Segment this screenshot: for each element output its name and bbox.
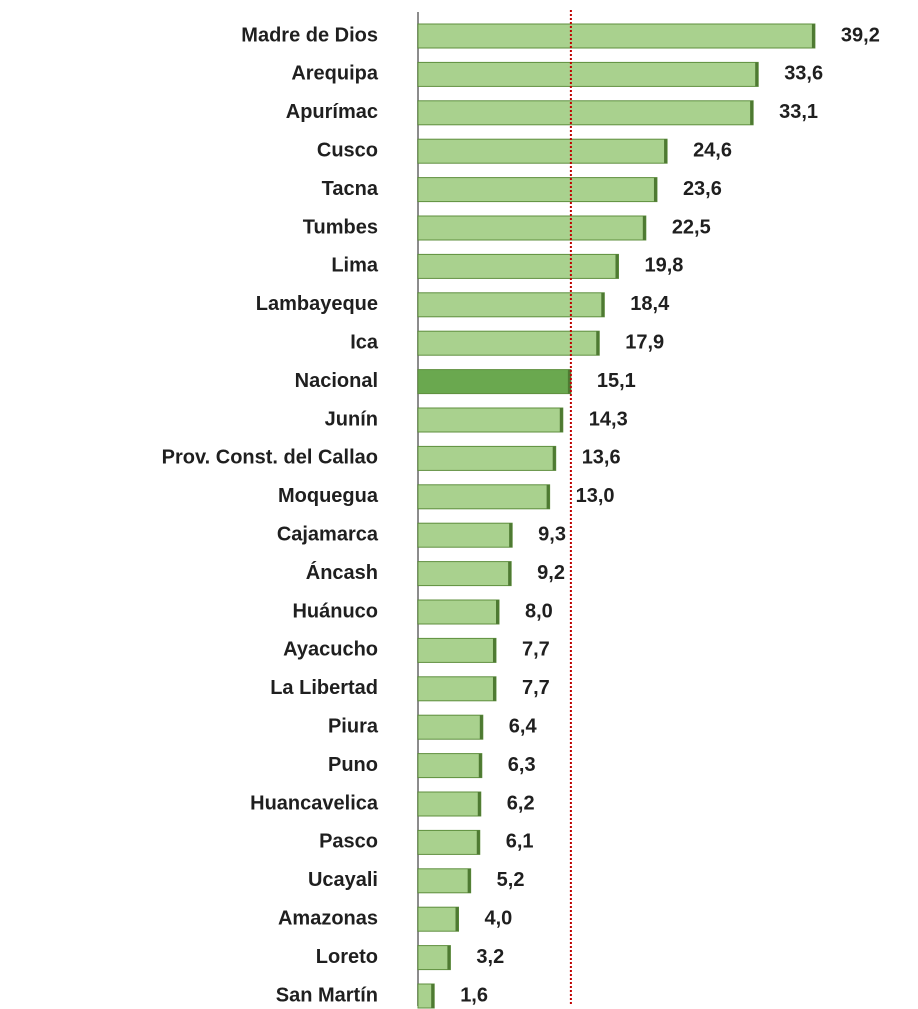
category-label: Piura — [328, 715, 379, 737]
bar — [417, 23, 816, 49]
value-label: 5,2 — [497, 869, 525, 891]
value-label: 17,9 — [625, 331, 664, 353]
bar — [417, 61, 759, 87]
category-label: Áncash — [306, 561, 378, 584]
bar — [417, 599, 500, 625]
bar — [417, 753, 483, 779]
value-label: 13,0 — [576, 485, 615, 507]
bar — [417, 330, 600, 356]
category-label: Loreto — [316, 946, 378, 968]
value-label: 7,7 — [522, 677, 550, 699]
value-label: 14,3 — [589, 408, 628, 430]
category-label: Amazonas — [278, 907, 378, 929]
value-label: 18,4 — [630, 293, 670, 315]
category-label: Huánuco — [292, 600, 378, 622]
category-label: Ucayali — [308, 869, 378, 891]
bar — [417, 100, 754, 126]
bar — [417, 177, 658, 203]
category-label: San Martín — [276, 984, 378, 1006]
value-label: 33,1 — [779, 101, 818, 123]
category-label: Ica — [350, 331, 379, 353]
bar — [417, 714, 484, 740]
value-label: 3,2 — [476, 946, 504, 968]
bar — [417, 522, 513, 548]
category-label: La Libertad — [270, 677, 378, 699]
value-label: 13,6 — [582, 447, 621, 469]
bar — [417, 945, 451, 971]
bar — [417, 445, 557, 471]
category-label: Moquegua — [278, 485, 379, 507]
bar — [417, 292, 605, 318]
category-label: Puno — [328, 754, 378, 776]
value-label: 23,6 — [683, 178, 722, 200]
bar — [417, 407, 564, 433]
bar — [417, 138, 668, 164]
value-label: 1,6 — [460, 984, 488, 1006]
value-label: 39,2 — [841, 24, 880, 46]
category-label: Junín — [325, 408, 378, 430]
bar — [417, 906, 459, 932]
category-label: Tumbes — [303, 216, 378, 238]
value-label: 24,6 — [693, 139, 732, 161]
category-label: Cajamarca — [277, 523, 379, 545]
value-label: 9,3 — [538, 523, 566, 545]
bar — [417, 561, 512, 587]
value-label: 6,3 — [508, 754, 536, 776]
category-label: Arequipa — [291, 63, 379, 85]
value-label: 4,0 — [485, 907, 513, 929]
bar — [417, 637, 497, 663]
category-label: Apurímac — [286, 101, 378, 123]
bar — [417, 253, 619, 279]
category-label: Tacna — [322, 178, 379, 200]
value-label: 6,4 — [509, 715, 538, 737]
value-label: 9,2 — [537, 562, 565, 584]
bar — [417, 676, 497, 702]
bar — [417, 215, 647, 241]
value-label: 6,2 — [507, 792, 535, 814]
bar — [417, 829, 481, 855]
bar — [417, 484, 551, 510]
category-label: Ayacucho — [283, 639, 378, 661]
bar — [417, 369, 572, 395]
value-label: 22,5 — [672, 216, 711, 238]
value-label: 8,0 — [525, 600, 553, 622]
category-label: Lima — [331, 255, 379, 277]
category-label: Madre de Dios — [241, 24, 378, 46]
category-label: Lambayeque — [256, 293, 378, 315]
value-label: 6,1 — [506, 831, 534, 853]
category-label: Pasco — [319, 831, 378, 853]
value-label: 15,1 — [597, 370, 636, 392]
category-label: Cusco — [317, 139, 378, 161]
bar — [417, 791, 482, 817]
value-label: 33,6 — [784, 63, 823, 85]
category-label: Prov. Const. del Callao — [162, 447, 378, 469]
category-label: Huancavelica — [250, 792, 379, 814]
value-label: 7,7 — [522, 639, 550, 661]
bar — [417, 868, 472, 894]
value-label: 19,8 — [644, 255, 683, 277]
category-label: Nacional — [295, 370, 378, 392]
